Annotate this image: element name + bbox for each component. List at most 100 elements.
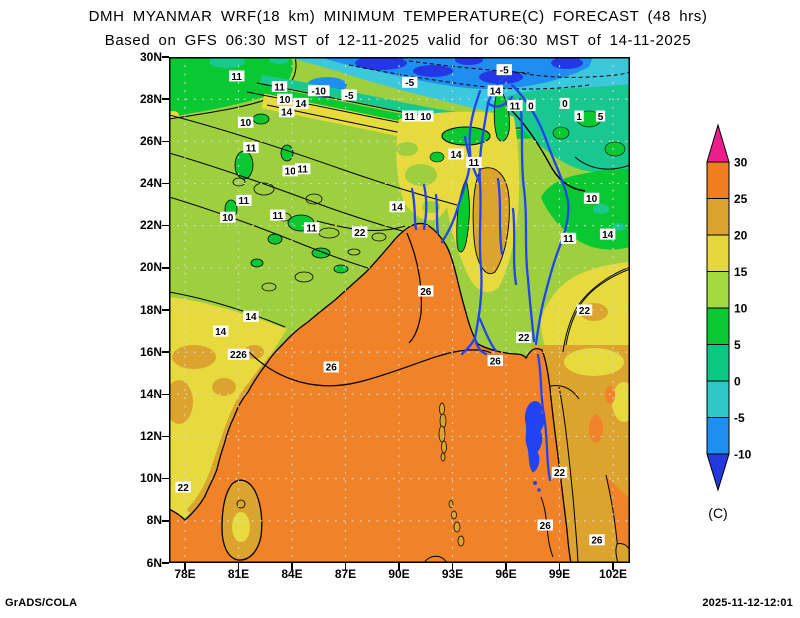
- contour-label: 14: [602, 230, 614, 241]
- y-axis-tick-label: 20N: [139, 260, 162, 275]
- x-axis-tick: [451, 563, 454, 570]
- contour-label: 22: [178, 483, 190, 494]
- colorbar-segment: [706, 234, 730, 272]
- contour-label: -5: [345, 91, 354, 102]
- contour-label: 11: [510, 101, 521, 112]
- y-axis-tick: [162, 393, 169, 396]
- contour-label: 11: [231, 72, 242, 83]
- y-axis-tick-label: 10N: [139, 471, 162, 486]
- contour-label: 1: [576, 112, 582, 123]
- y-axis-tick-label: 14N: [139, 386, 162, 401]
- colorbar-segment: [706, 307, 730, 345]
- colorbar-segment: [706, 344, 730, 382]
- contour-label: 26: [420, 287, 432, 298]
- colorbar-tick-label: -5: [734, 411, 745, 425]
- x-axis-tick: [291, 563, 293, 570]
- contour-label: 14: [245, 312, 257, 323]
- map-border: [169, 57, 630, 563]
- contour-label: 11: [306, 224, 317, 235]
- contour-label: 0: [562, 99, 568, 110]
- colorbar-tick-label: -10: [734, 448, 752, 462]
- sri-lanka-island: [221, 479, 263, 561]
- colorbar-tick-label: 25: [734, 192, 748, 206]
- x-axis-tick: [398, 563, 400, 570]
- colorbar-tick-label: 5: [734, 338, 741, 352]
- colorbar-unit-label: (C): [708, 505, 727, 521]
- colorbar-segment: [706, 161, 730, 199]
- y-axis-tick: [162, 56, 169, 58]
- contour-label: 11: [563, 234, 574, 245]
- contour-label: -10: [312, 87, 327, 98]
- contour-label: 226: [230, 350, 247, 361]
- contour-label: 14: [295, 99, 307, 110]
- contour-label: 14: [281, 108, 293, 119]
- contour-label: 22: [554, 468, 566, 479]
- gulf-of-thailand: [605, 474, 630, 563]
- contour-label: 11: [272, 211, 283, 222]
- colorbar-segment: [706, 453, 730, 492]
- y-axis-tick: [162, 182, 169, 185]
- x-axis-tick-label: 84E: [281, 567, 303, 581]
- contour-label: 22: [354, 228, 366, 239]
- sea-region: [169, 223, 571, 563]
- contour-label: 26: [490, 356, 502, 367]
- contour-label: 11: [239, 196, 250, 207]
- y-axis-tick-label: 16N: [139, 344, 162, 359]
- x-axis-tick-label: 87E: [334, 567, 357, 581]
- river-network: [410, 71, 570, 492]
- y-axis-tick: [162, 98, 169, 100]
- contour-label: 11: [246, 143, 257, 154]
- y-axis-tick: [162, 562, 169, 564]
- x-axis-tick-label: 78E: [174, 567, 196, 581]
- contour-label: 10: [420, 112, 432, 123]
- contour-label: -5: [500, 65, 509, 76]
- map-area: 11 -10 -5 -5 -5 14 11 10 11 0 0 1 5 11 10 14 14 10 11 10 11 1…: [169, 57, 630, 563]
- y-axis-tick: [162, 351, 169, 353]
- contour-label: 22: [518, 333, 530, 344]
- y-axis-tick: [162, 309, 169, 311]
- y-axis-tick: [162, 435, 169, 438]
- x-axis-tick-label: 102E: [598, 567, 628, 581]
- y-axis-tick: [162, 477, 169, 480]
- y-axis-tick: [162, 520, 169, 522]
- x-axis-tick: [344, 563, 347, 570]
- contour-label: 5: [598, 112, 604, 123]
- contour-label: 11: [274, 82, 285, 93]
- colorbar-tick-label: 30: [734, 156, 748, 170]
- y-axis-tick-label: 18N: [139, 302, 162, 317]
- y-axis-tick: [162, 267, 169, 269]
- colorbar-segment: [706, 417, 730, 455]
- chart-title: DMH MYANMAR WRF(18 km) MINIMUM TEMPERATU…: [88, 8, 708, 25]
- contour-label: -5: [405, 78, 414, 89]
- contour-label: 11: [297, 165, 308, 176]
- contour-label: 10: [240, 118, 252, 129]
- colorbar: 30 25 20 15 10 5 0 -5 -10 (C): [699, 118, 799, 530]
- x-axis-tick-label: 81E: [227, 567, 250, 581]
- contour-label: 14: [215, 327, 227, 338]
- southeast-land-region: [529, 345, 630, 563]
- contour-label: 14: [451, 150, 463, 161]
- colorbar-segment: [706, 380, 730, 418]
- x-axis-tick-label: 96E: [495, 567, 517, 581]
- y-axis-tick-label: 8N: [146, 513, 162, 528]
- contour-label: 26: [326, 363, 338, 374]
- x-axis-tick-label: 99E: [548, 567, 571, 581]
- y-axis-tick-label: 26N: [139, 133, 162, 148]
- contour-label: 11: [404, 112, 415, 123]
- contour-label: 26: [591, 536, 603, 547]
- colorbar-segment: [706, 198, 730, 236]
- x-axis-tick-label: 90E: [388, 567, 410, 581]
- x-axis-tick-label: 93E: [441, 567, 464, 581]
- colorbar-tick-label: 0: [734, 375, 741, 389]
- x-axis-tick: [612, 563, 614, 570]
- contour-label: 26: [540, 521, 552, 532]
- y-axis-tick: [162, 224, 169, 227]
- colorbar-tick-label: 10: [734, 302, 748, 316]
- x-axis-tick: [184, 563, 186, 570]
- contour-label: 11: [469, 158, 480, 169]
- contour-label: 0: [528, 101, 534, 112]
- y-axis-tick-label: 28N: [139, 91, 162, 106]
- colorbar-tick-label: 20: [734, 229, 748, 243]
- contour-label: 10: [279, 95, 291, 106]
